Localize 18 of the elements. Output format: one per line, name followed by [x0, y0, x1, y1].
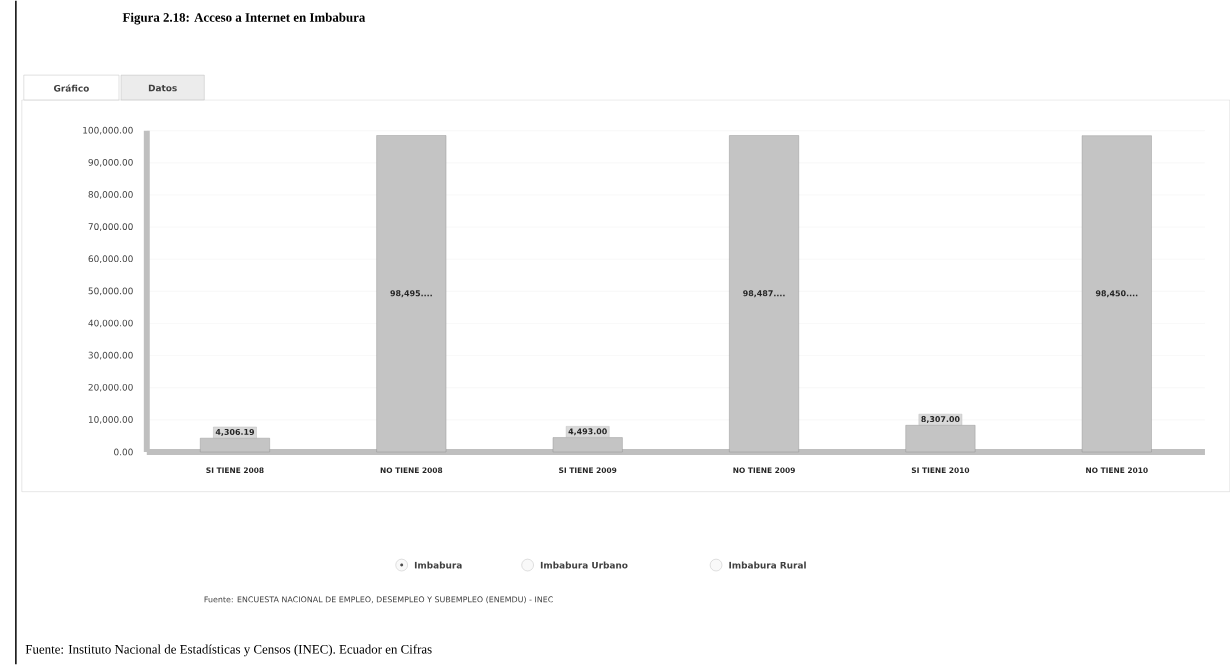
- chart-title: Figura 2.18: Acceso a Internet en Imbabura: [122, 12, 366, 25]
- y-tick-label: 20,000.00: [88, 383, 133, 392]
- text: Imbabura Rural: [729, 561, 806, 569]
- y-tick-label: 0.00: [114, 448, 133, 456]
- y-tick-label: 10,000.00: [88, 416, 133, 424]
- text: Gráfico: [53, 84, 89, 92]
- y-tick-label: 40,000.00: [88, 319, 133, 328]
- y-tick-label: 50,000.00: [88, 287, 133, 296]
- y-tick-label: 100,000.00: [83, 126, 133, 135]
- text: Imbabura: [414, 561, 462, 569]
- text: Imbabura Urbano: [540, 561, 628, 569]
- source-note: Fuente: Instituto Nacional de Estadísticas y Censos (INEC). Ecuador en Cifras: [25, 644, 432, 657]
- text: Datos: [148, 84, 177, 92]
- y-tick-label: 30,000.00: [88, 351, 133, 360]
- y-tick-label: 80,000.00: [88, 191, 133, 199]
- y-tick-label: 90,000.00: [88, 158, 133, 167]
- y-tick-label: 60,000.00: [88, 255, 133, 264]
- y-tick-label: 70,000.00: [88, 223, 133, 231]
